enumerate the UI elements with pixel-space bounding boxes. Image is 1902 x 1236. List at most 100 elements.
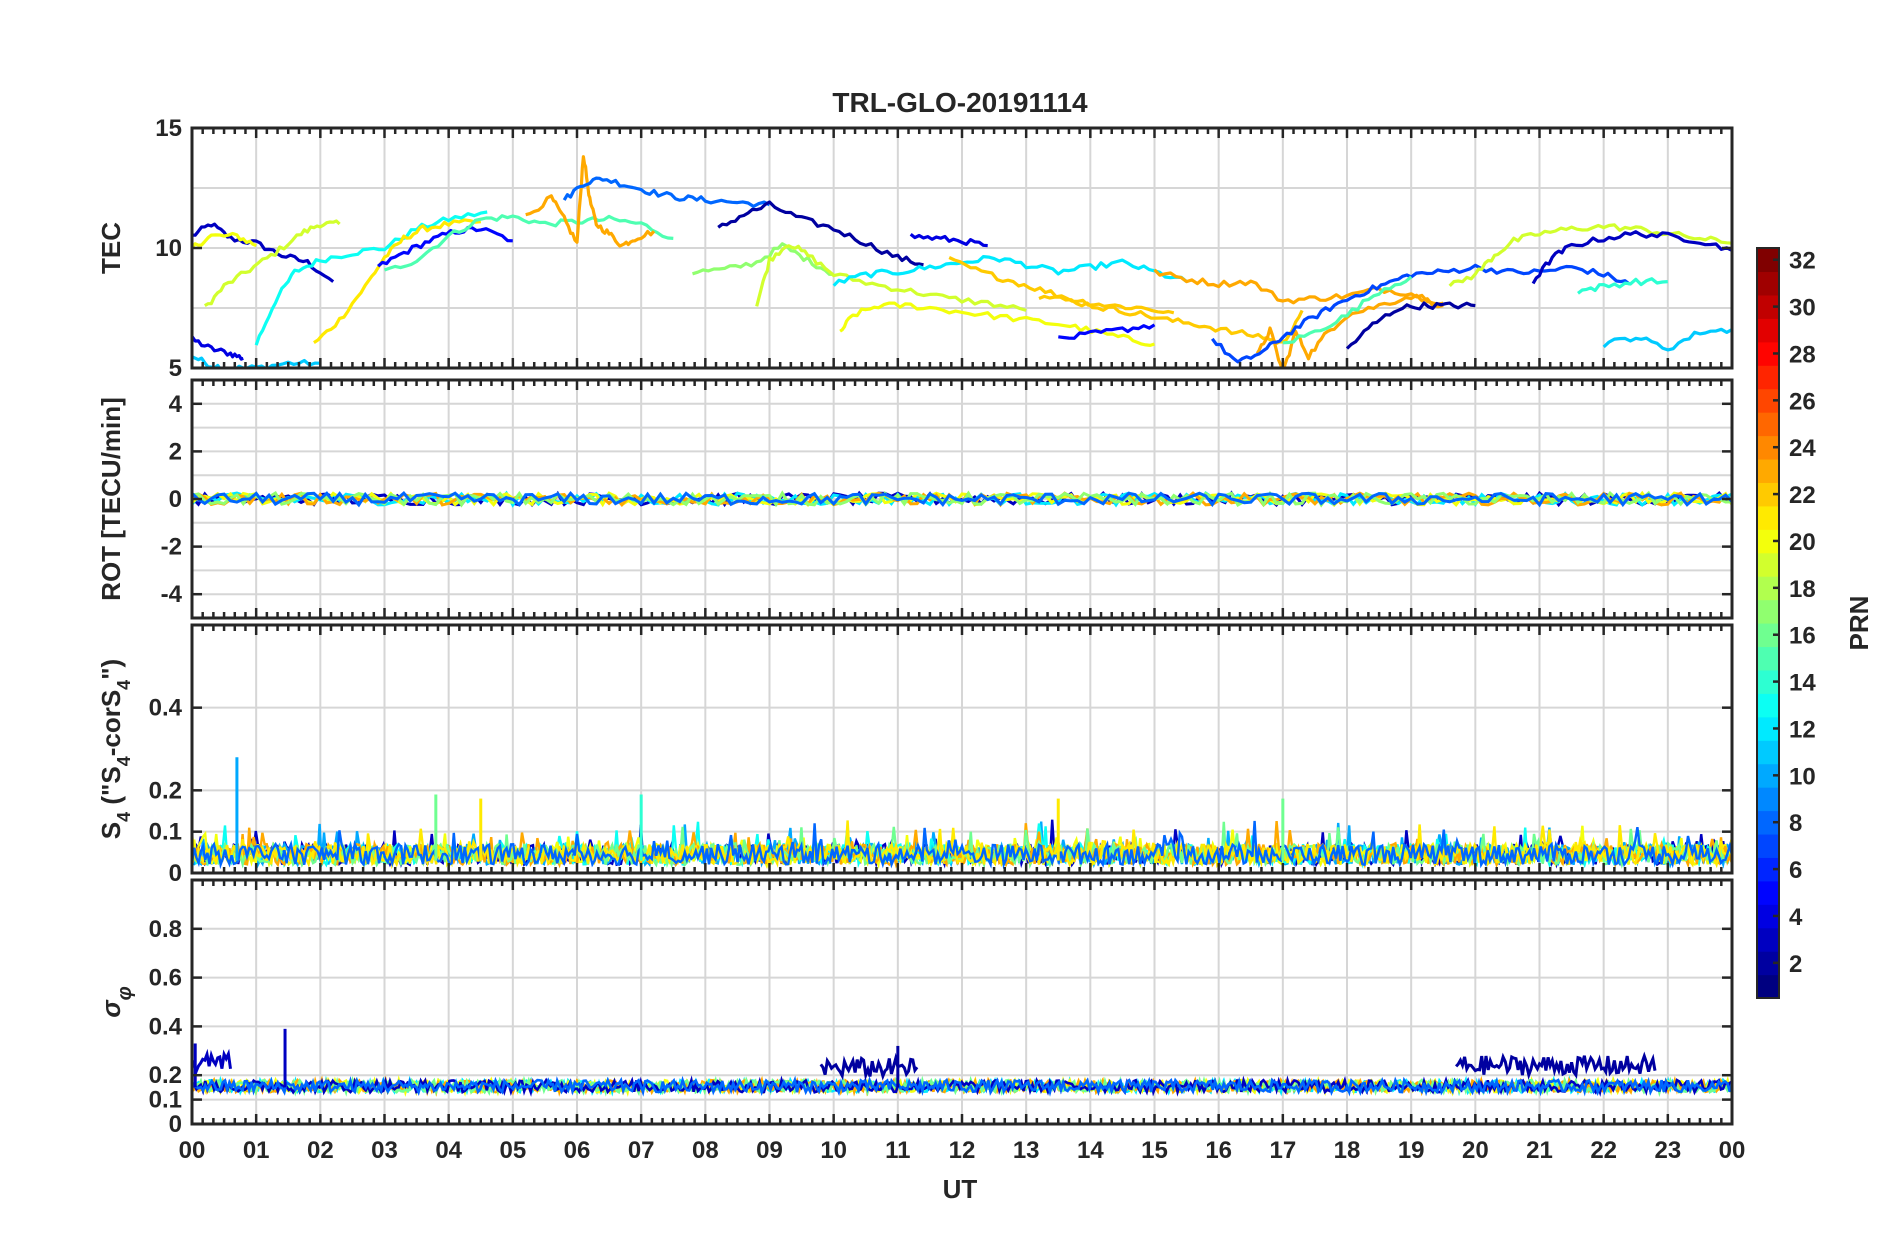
y-tick-label: 0 [169,1111,182,1138]
x-tick-label: 00 [179,1137,206,1164]
ticks-tec: 5 10 15 [155,115,1734,382]
x-tick-label: 16 [1205,1137,1232,1164]
y-label-part: S [96,822,126,839]
s4-series-prn-8 [192,820,1732,870]
grid-tec [192,128,1732,368]
tec-series-prn-11 [1602,327,1732,352]
rot-series-prn-8 [192,490,1732,508]
colorbar-segment [1757,763,1779,788]
y-label-part: ") [96,659,126,680]
colorbar-segment [1757,716,1779,741]
x-tick-label: 06 [564,1137,591,1164]
colorbar-segment [1757,880,1779,905]
x-tick-label: 09 [756,1137,783,1164]
y-tick-label: 4 [169,391,183,418]
colorbar-tick-label: 6 [1789,857,1802,884]
grid-rot [192,380,1732,618]
colorbar-tick-label: 22 [1789,482,1816,509]
x-axis-label: UT [943,1174,978,1204]
colorbar-tick-label: 24 [1789,435,1816,462]
tec-series-prn-5 [377,225,513,268]
colorbar-tick-label: 32 [1789,248,1816,275]
y-label-part: -corS [96,690,126,756]
tec-series-prn-23 [525,155,656,248]
colorbar-tick-label: 10 [1789,763,1816,790]
colorbar-frame [1756,247,1780,999]
y-label-part: ("S [96,766,126,812]
y-tick-label: 0.2 [149,1062,182,1089]
x-tick-label: 11 [885,1137,910,1164]
colorbar-segment [1757,576,1779,601]
x-tick-label: 13 [1013,1137,1040,1164]
y-axis-label-rot: ROT [TECU/min] [96,397,126,601]
x-tick-label: 04 [435,1137,462,1164]
y-axis-label-tec: TEC [96,222,126,274]
y-tick-label: 0 [169,486,182,513]
x-tick-label: 21 [1526,1137,1553,1164]
tec-series-prn-23 [1153,268,1444,306]
y-tick-label: -2 [161,534,182,561]
colorbar-tick-label: 30 [1789,295,1816,322]
y-tick-label: 2 [169,438,182,465]
ticks-rot: -4 -2 0 2 4 [161,380,1734,618]
colorbar-label: PRN [1844,596,1874,651]
colorbar-tick-label: 4 [1789,904,1803,931]
data-rot [192,490,1732,508]
y-axis-label-s4: S4 ("S4-corS4") [96,659,134,839]
colorbar-segment [1757,857,1779,882]
colorbar-segment [1757,599,1779,624]
y-tick-label: -4 [161,581,183,608]
chart-title: TRL-GLO-20191114 [832,87,1088,118]
colorbar-segment [1757,740,1779,765]
y-tick-label: 0.4 [149,1013,183,1040]
colorbar-segment [1757,248,1779,273]
colorbar-segment [1757,458,1779,483]
x-tick-label: 12 [949,1137,976,1164]
panel-tec: 5 10 15 TEC [96,115,1734,382]
y-label-part: σ [96,999,126,1018]
y-label-subscript: 4 [114,812,134,822]
x-tick-label: 20 [1462,1137,1489,1164]
panel-s4: 00.10.20.4S4 ("S4-corS4") [96,623,1734,887]
tec-series-prn-3 [1531,230,1732,285]
colorbar-segment [1757,271,1779,296]
colorbar-segment [1757,623,1779,648]
colorbar-segment [1757,833,1779,858]
sigma-elevated-segment [192,1048,232,1076]
tec-series-prn-19 [1448,223,1732,288]
y-tick-label: 5 [169,355,182,382]
x-tick-label: 01 [243,1137,270,1164]
x-tick-label: 17 [1269,1137,1296,1164]
tec-series-prn-2 [1345,301,1476,350]
sigma-series-prn-8 [192,1075,1732,1097]
y-tick-label: 0 [169,860,182,887]
tec-series-prn-3 [192,222,335,283]
sigma-elevated-segment [1454,1051,1657,1081]
tec-series-prn-5 [1058,323,1156,340]
colorbar-tick-label: 14 [1789,670,1816,697]
y-label-subscript: 4 [114,680,134,690]
colorbar-segment [1757,318,1779,343]
tec-series-prn-23 [1255,293,1444,368]
x-tick-label: 07 [628,1137,655,1164]
colorbar-segment [1757,365,1779,390]
x-tick-label: 14 [1077,1137,1104,1164]
data-s4 [192,757,1732,870]
x-tick-label: 00 [1719,1137,1746,1164]
y-tick-label: 0.8 [149,916,182,943]
tec-series-prn-15 [1282,275,1413,345]
x-tick-label: 22 [1590,1137,1617,1164]
x-tick-label: 05 [499,1137,526,1164]
colorbar-segment [1757,669,1779,694]
tec-series-prn-19 [203,219,341,307]
colorbar-tick-label: 12 [1789,716,1816,743]
colorbar-segment [1757,810,1779,835]
panel-rot: -4 -2 0 2 4 ROT [TECU/min] [96,378,1734,620]
sigma-elevated-segment [819,1052,919,1081]
tec-series-prn-22 [948,256,1175,315]
colorbar-tick-label: 8 [1789,810,1802,837]
y-axis-label-sigma-phi: σφ [96,986,136,1017]
